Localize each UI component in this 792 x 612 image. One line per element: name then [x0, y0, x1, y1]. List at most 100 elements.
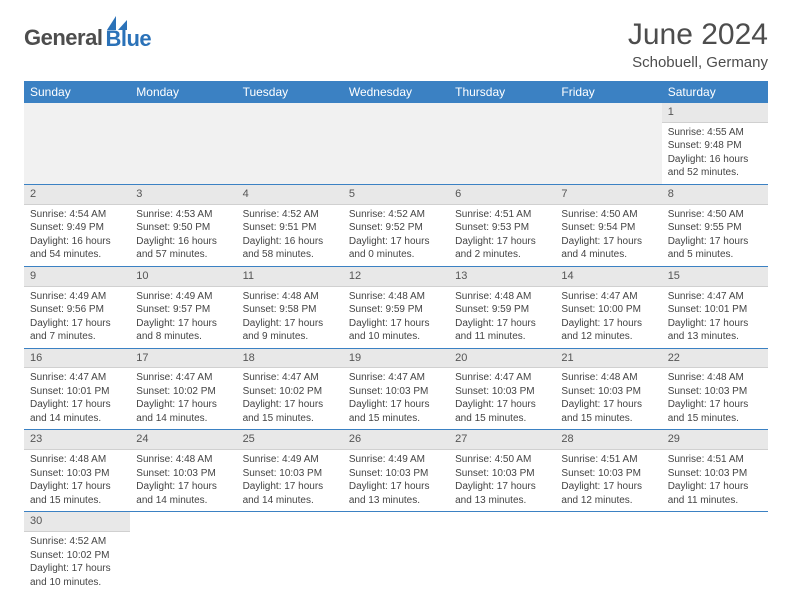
sunrise-text: Sunrise: 4:52 AM — [243, 208, 337, 222]
day-number: 10 — [130, 267, 236, 287]
sunset-text: Sunset: 9:54 PM — [561, 221, 655, 235]
daylight-text: Daylight: 17 hours and 15 minutes. — [668, 398, 762, 425]
sunrise-text: Sunrise: 4:55 AM — [668, 126, 762, 140]
day-body: Sunrise: 4:47 AMSunset: 10:03 PMDaylight… — [449, 368, 555, 429]
calendar-cell: 1Sunrise: 4:55 AMSunset: 9:48 PMDaylight… — [662, 103, 768, 184]
sunset-text: Sunset: 10:00 PM — [561, 303, 655, 317]
daylight-text: Daylight: 17 hours and 14 minutes. — [30, 398, 124, 425]
calendar-cell: 5Sunrise: 4:52 AMSunset: 9:52 PMDaylight… — [343, 184, 449, 266]
day-body: Sunrise: 4:48 AMSunset: 9:59 PMDaylight:… — [343, 287, 449, 348]
calendar-row: 2Sunrise: 4:54 AMSunset: 9:49 PMDaylight… — [24, 184, 768, 266]
calendar-cell: 25Sunrise: 4:49 AMSunset: 10:03 PMDaylig… — [237, 430, 343, 512]
day-body: Sunrise: 4:51 AMSunset: 10:03 PMDaylight… — [662, 450, 768, 511]
logo-text-general: General — [24, 25, 102, 51]
sunset-text: Sunset: 9:59 PM — [349, 303, 443, 317]
calendar-table: Sunday Monday Tuesday Wednesday Thursday… — [24, 81, 768, 593]
page-title: June 2024 — [628, 18, 768, 52]
daylight-text: Daylight: 17 hours and 15 minutes. — [30, 480, 124, 507]
sunset-text: Sunset: 9:56 PM — [30, 303, 124, 317]
day-body: Sunrise: 4:47 AMSunset: 10:02 PMDaylight… — [130, 368, 236, 429]
day-body: Sunrise: 4:47 AMSunset: 10:02 PMDaylight… — [237, 368, 343, 429]
daylight-text: Daylight: 17 hours and 10 minutes. — [349, 317, 443, 344]
weekday-header: Tuesday — [237, 81, 343, 103]
day-body: Sunrise: 4:47 AMSunset: 10:00 PMDaylight… — [555, 287, 661, 348]
day-body: Sunrise: 4:52 AMSunset: 9:51 PMDaylight:… — [237, 205, 343, 266]
day-number: 4 — [237, 185, 343, 205]
sunset-text: Sunset: 10:03 PM — [455, 385, 549, 399]
sunset-text: Sunset: 10:03 PM — [668, 385, 762, 399]
calendar-cell: 2Sunrise: 4:54 AMSunset: 9:49 PMDaylight… — [24, 184, 130, 266]
daylight-text: Daylight: 17 hours and 11 minutes. — [455, 317, 549, 344]
sunset-text: Sunset: 10:02 PM — [30, 549, 124, 563]
calendar-cell: 6Sunrise: 4:51 AMSunset: 9:53 PMDaylight… — [449, 184, 555, 266]
sunset-text: Sunset: 10:03 PM — [349, 385, 443, 399]
weekday-header: Thursday — [449, 81, 555, 103]
sunset-text: Sunset: 10:02 PM — [243, 385, 337, 399]
sunrise-text: Sunrise: 4:47 AM — [136, 371, 230, 385]
sunset-text: Sunset: 10:03 PM — [561, 385, 655, 399]
calendar-row: 23Sunrise: 4:48 AMSunset: 10:03 PMDaylig… — [24, 430, 768, 512]
day-number: 29 — [662, 430, 768, 450]
sunrise-text: Sunrise: 4:48 AM — [30, 453, 124, 467]
day-number: 12 — [343, 267, 449, 287]
weekday-header: Monday — [130, 81, 236, 103]
daylight-text: Daylight: 17 hours and 14 minutes. — [243, 480, 337, 507]
calendar-cell: 22Sunrise: 4:48 AMSunset: 10:03 PMDaylig… — [662, 348, 768, 430]
daylight-text: Daylight: 16 hours and 57 minutes. — [136, 235, 230, 262]
calendar-cell — [237, 103, 343, 184]
sunset-text: Sunset: 9:48 PM — [668, 139, 762, 153]
calendar-cell: 21Sunrise: 4:48 AMSunset: 10:03 PMDaylig… — [555, 348, 661, 430]
day-number: 7 — [555, 185, 661, 205]
calendar-row: 16Sunrise: 4:47 AMSunset: 10:01 PMDaylig… — [24, 348, 768, 430]
sunset-text: Sunset: 10:03 PM — [136, 467, 230, 481]
calendar-cell: 16Sunrise: 4:47 AMSunset: 10:01 PMDaylig… — [24, 348, 130, 430]
daylight-text: Daylight: 17 hours and 14 minutes. — [136, 398, 230, 425]
day-number: 16 — [24, 349, 130, 369]
logo-text-blue: Blue — [105, 26, 151, 52]
sunset-text: Sunset: 10:02 PM — [136, 385, 230, 399]
daylight-text: Daylight: 17 hours and 15 minutes. — [349, 398, 443, 425]
calendar-cell: 11Sunrise: 4:48 AMSunset: 9:58 PMDayligh… — [237, 266, 343, 348]
daylight-text: Daylight: 17 hours and 8 minutes. — [136, 317, 230, 344]
sunrise-text: Sunrise: 4:54 AM — [30, 208, 124, 222]
sunset-text: Sunset: 10:03 PM — [30, 467, 124, 481]
sunset-text: Sunset: 10:01 PM — [30, 385, 124, 399]
day-body: Sunrise: 4:50 AMSunset: 10:03 PMDaylight… — [449, 450, 555, 511]
sunrise-text: Sunrise: 4:47 AM — [243, 371, 337, 385]
calendar-row: 9Sunrise: 4:49 AMSunset: 9:56 PMDaylight… — [24, 266, 768, 348]
day-body: Sunrise: 4:49 AMSunset: 10:03 PMDaylight… — [343, 450, 449, 511]
daylight-text: Daylight: 17 hours and 4 minutes. — [561, 235, 655, 262]
day-body: Sunrise: 4:48 AMSunset: 10:03 PMDaylight… — [555, 368, 661, 429]
daylight-text: Daylight: 17 hours and 10 minutes. — [30, 562, 124, 589]
day-number: 15 — [662, 267, 768, 287]
calendar-cell: 9Sunrise: 4:49 AMSunset: 9:56 PMDaylight… — [24, 266, 130, 348]
sunrise-text: Sunrise: 4:53 AM — [136, 208, 230, 222]
header: GeneralBlue June 2024 Schobuell, Germany — [24, 18, 768, 71]
day-number: 27 — [449, 430, 555, 450]
sunrise-text: Sunrise: 4:48 AM — [561, 371, 655, 385]
calendar-cell: 20Sunrise: 4:47 AMSunset: 10:03 PMDaylig… — [449, 348, 555, 430]
day-body: Sunrise: 4:48 AMSunset: 10:03 PMDaylight… — [24, 450, 130, 511]
calendar-row: 30Sunrise: 4:52 AMSunset: 10:02 PMDaylig… — [24, 512, 768, 593]
daylight-text: Daylight: 17 hours and 15 minutes. — [455, 398, 549, 425]
sunrise-text: Sunrise: 4:48 AM — [455, 290, 549, 304]
day-body: Sunrise: 4:51 AMSunset: 10:03 PMDaylight… — [555, 450, 661, 511]
sunset-text: Sunset: 9:50 PM — [136, 221, 230, 235]
sunrise-text: Sunrise: 4:47 AM — [668, 290, 762, 304]
day-body: Sunrise: 4:50 AMSunset: 9:54 PMDaylight:… — [555, 205, 661, 266]
calendar-cell: 12Sunrise: 4:48 AMSunset: 9:59 PMDayligh… — [343, 266, 449, 348]
day-body: Sunrise: 4:54 AMSunset: 9:49 PMDaylight:… — [24, 205, 130, 266]
day-number: 26 — [343, 430, 449, 450]
day-number: 8 — [662, 185, 768, 205]
day-number: 19 — [343, 349, 449, 369]
sunset-text: Sunset: 9:59 PM — [455, 303, 549, 317]
calendar-cell: 18Sunrise: 4:47 AMSunset: 10:02 PMDaylig… — [237, 348, 343, 430]
sunrise-text: Sunrise: 4:49 AM — [349, 453, 443, 467]
calendar-cell: 26Sunrise: 4:49 AMSunset: 10:03 PMDaylig… — [343, 430, 449, 512]
day-body: Sunrise: 4:47 AMSunset: 10:01 PMDaylight… — [24, 368, 130, 429]
calendar-cell: 8Sunrise: 4:50 AMSunset: 9:55 PMDaylight… — [662, 184, 768, 266]
daylight-text: Daylight: 16 hours and 58 minutes. — [243, 235, 337, 262]
daylight-text: Daylight: 17 hours and 13 minutes. — [455, 480, 549, 507]
sunrise-text: Sunrise: 4:47 AM — [349, 371, 443, 385]
daylight-text: Daylight: 17 hours and 2 minutes. — [455, 235, 549, 262]
